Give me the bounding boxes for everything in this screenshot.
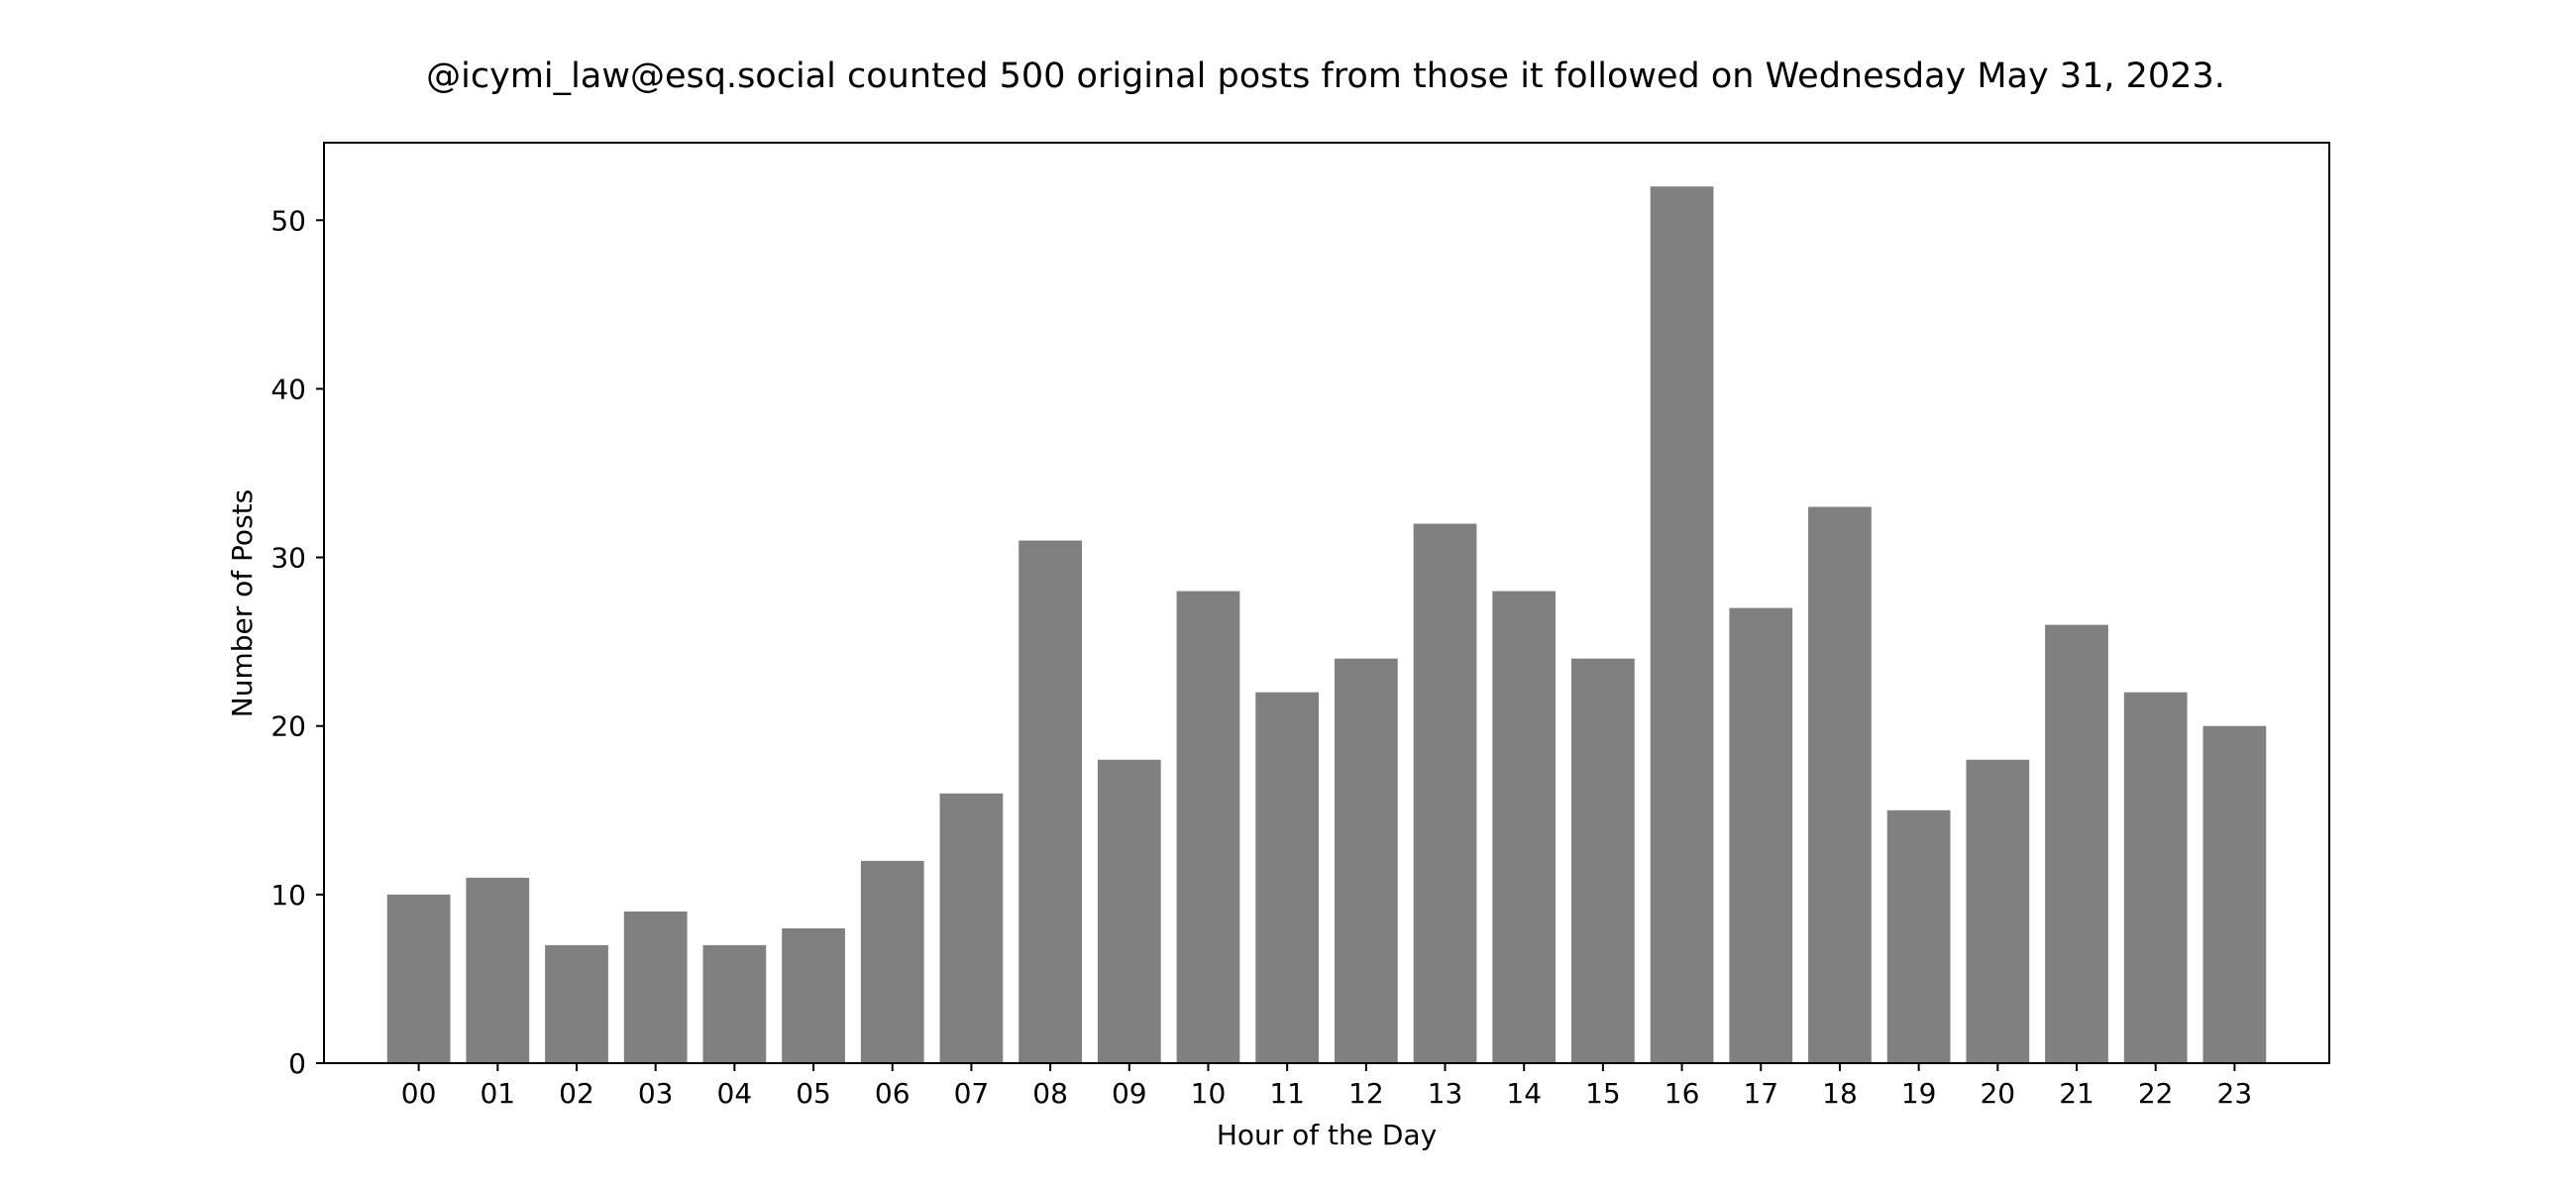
bar-hour-01 [466,877,530,1063]
x-tick-label: 20 [1980,1077,2015,1110]
x-tick-label: 02 [559,1077,594,1110]
bar-hour-04 [702,944,767,1063]
chart-title: @icymi_law@esq.social counted 500 origin… [426,56,2225,96]
bar-hour-02 [545,944,608,1063]
bar-hour-22 [2123,692,2188,1063]
y-tick-label: 10 [270,879,306,912]
bar-hour-05 [782,927,845,1063]
bar-hour-09 [1097,759,1161,1063]
x-tick-label: 23 [2217,1077,2253,1110]
x-tick-label: 07 [954,1077,990,1110]
bar-hour-12 [1334,658,1398,1063]
x-tick-label: 11 [1269,1077,1305,1110]
bar-hour-00 [386,894,451,1063]
bar-hour-08 [1019,540,1082,1063]
x-tick-label: 06 [875,1077,911,1110]
bar-hour-11 [1255,692,1320,1063]
x-tick-label: 10 [1191,1077,1227,1110]
y-tick-label: 50 [270,204,306,237]
bar-hour-07 [939,793,1004,1063]
x-tick-label: 18 [1822,1077,1858,1110]
bar-hour-16 [1650,186,1714,1064]
x-tick-label: 08 [1032,1077,1068,1110]
x-tick-label: 19 [1901,1077,1937,1110]
bar-hour-23 [2202,725,2267,1063]
bars-group [386,186,2267,1064]
bar-hour-13 [1413,523,1477,1063]
x-tick-label: 12 [1348,1077,1384,1110]
x-tick-label: 01 [480,1077,515,1110]
x-tick-label: 05 [796,1077,831,1110]
y-tick-label: 0 [288,1047,306,1080]
y-tick-label: 40 [270,373,306,405]
bar-hour-19 [1886,810,1951,1063]
y-tick-label: 30 [270,542,306,575]
bar-hour-20 [1966,759,2030,1063]
x-tick-label: 15 [1585,1077,1621,1110]
y-axis-ticks: 0 10 20 30 40 50 [270,204,324,1080]
x-tick-label: 04 [717,1077,753,1110]
x-axis-ticks: 00 01 02 03 04 05 06 07 08 09 10 11 12 13 14 15 16 17 18 19… [401,1063,2252,1110]
x-tick-label: 22 [2138,1077,2174,1110]
bar-hour-17 [1729,607,1793,1063]
bar-hour-21 [2045,624,2108,1063]
bar-hour-03 [623,911,688,1063]
bar-hour-14 [1492,591,1556,1063]
bar-hour-18 [1808,506,1872,1063]
x-tick-label: 13 [1428,1077,1463,1110]
x-tick-label: 17 [1743,1077,1778,1110]
x-tick-label: 03 [638,1077,674,1110]
x-tick-label: 00 [401,1077,437,1110]
bar-hour-10 [1176,591,1240,1063]
y-tick-label: 20 [270,710,306,743]
x-tick-label: 09 [1112,1077,1147,1110]
x-tick-label: 14 [1506,1077,1542,1110]
bar-hour-15 [1571,658,1635,1063]
plot-area-frame [323,142,2330,1064]
x-tick-label: 21 [2059,1077,2094,1110]
x-tick-label: 16 [1664,1077,1700,1110]
y-axis-label: Number of Posts [226,489,259,717]
x-axis-label: Hour of the Day [1217,1119,1437,1151]
bar-hour-06 [860,860,924,1063]
